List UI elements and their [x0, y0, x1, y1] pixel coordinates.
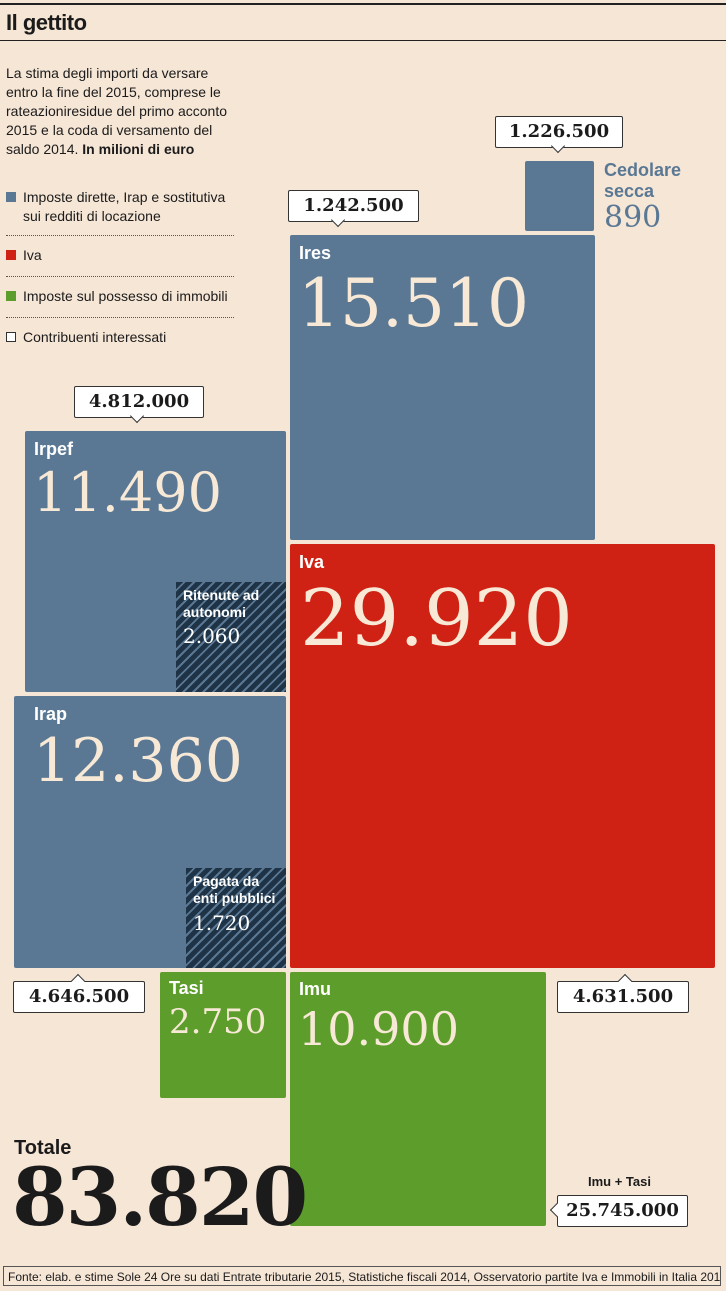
block-ritenute-autonomi: Ritenute ad autonomi 2.060 [176, 582, 286, 692]
legend-separator [6, 317, 234, 318]
block-imu: Imu 10.900 [290, 972, 546, 1226]
top-rule [0, 3, 726, 5]
callout-imu-tasi: 25.745.000 [557, 1195, 688, 1227]
ritenute-label: Ritenute ad autonomi [183, 587, 260, 620]
block-iva: Iva 29.920 [290, 544, 715, 968]
enti-value: 1.720 [193, 911, 251, 935]
cedolare-name: Cedolare secca [604, 160, 682, 201]
legend-separator [6, 235, 234, 236]
block-tasi: Tasi 2.750 [160, 972, 286, 1098]
irap-name: Irap [34, 704, 68, 724]
imu-name: Imu [299, 979, 332, 999]
total-label: Totale [14, 1137, 72, 1159]
page-title: Il gettito [6, 10, 87, 35]
legend-item-direct-taxes: Imposte dirette, Irap e sostitutiva sui … [6, 188, 234, 228]
legend-swatch-white [6, 332, 16, 342]
description-unit: In milioni di euro [82, 141, 195, 157]
description-text: La stima degli importi da versare entro … [6, 65, 228, 157]
irap-value: 12.360 [33, 726, 243, 796]
legend-swatch-red [6, 250, 16, 260]
block-cedolare-secca [525, 161, 594, 231]
chart-description: La stima degli importi da versare entro … [6, 64, 238, 159]
block-ires: Ires 15.510 [290, 235, 595, 540]
legend-label: Imposte dirette, Irap e sostitutiva sui … [23, 189, 226, 224]
legend-item-contribuenti: Contribuenti interessati [6, 328, 234, 348]
block-pagata-enti-pubblici: Pagata da enti pubblici 1.720 [186, 868, 286, 968]
tasi-value: 2.750 [169, 1002, 267, 1042]
legend-item-immobili: Imposte sul possesso di immobili [6, 287, 234, 307]
total-value: 83.820 [12, 1150, 308, 1244]
title-rule [0, 40, 726, 41]
ritenute-value: 2.060 [183, 624, 241, 648]
ires-value: 15.510 [298, 265, 529, 342]
ires-name: Ires [299, 243, 332, 263]
irpef-name: Irpef [34, 439, 74, 459]
tasi-name: Tasi [169, 978, 204, 998]
imu-value: 10.900 [298, 1002, 459, 1056]
iva-name: Iva [299, 552, 325, 572]
irpef-value: 11.490 [33, 461, 222, 524]
iva-value: 29.920 [300, 574, 573, 664]
enti-label: Pagata da enti pubblici [193, 873, 276, 906]
legend-label: Imposte sul possesso di immobili [23, 288, 228, 304]
callout-ires: 1.242.500 [288, 190, 419, 222]
legend-label: Iva [23, 247, 42, 263]
legend-label: Contribuenti interessati [23, 329, 167, 345]
cedolare-value: 890 [604, 200, 662, 235]
imu-tasi-label: Imu + Tasi [588, 1174, 651, 1189]
legend-swatch-blue [6, 192, 16, 202]
legend-separator [6, 276, 234, 277]
legend-swatch-green [6, 291, 16, 301]
source-footer: Fonte: elab. e stime Sole 24 Ore su dati… [3, 1266, 721, 1286]
callout-iva: 4.631.500 [557, 981, 689, 1013]
legend-item-iva: Iva [6, 246, 234, 266]
